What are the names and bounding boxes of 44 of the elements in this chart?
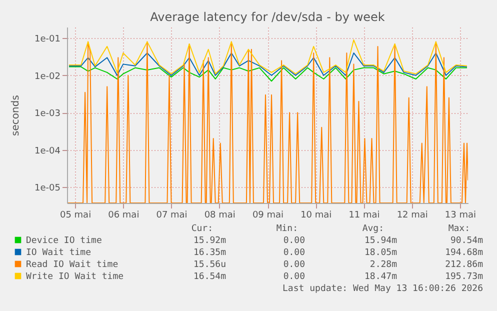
text: 2.28m [370,260,397,270]
x-tick-label: 07 mai [156,210,188,220]
y-tick-label: 1e-02 [34,72,60,82]
x-tick-label: 05 mai [60,210,92,220]
text: 0.00 [283,260,305,270]
line-series [68,52,468,76]
y-tick-label: 1e-05 [34,183,60,194]
x-tick-label: 13 mai [444,210,476,220]
text: 0.00 [283,248,305,258]
legend-label: Write IO Wait time [26,272,124,282]
y-tick-label: 1e-03 [34,109,60,120]
text: 16.35m [193,248,226,258]
text: 212.86m [445,260,483,270]
text: 18.05m [364,248,397,258]
text: Avg: [362,224,384,234]
x-tick-label: 10 mai [300,210,332,220]
x-tick-label: 08 mai [204,210,236,220]
y-axis-title: seconds [10,95,22,136]
line-series [68,39,468,74]
text: Cur: [191,224,213,234]
x-tick-label: 12 mai [396,210,428,220]
text: Last update: Wed May 13 16:00:26 2026 [282,284,483,294]
text: 16.54m [193,272,226,282]
text: Max: [448,224,470,234]
text: 15.56u [193,260,226,270]
text: 0.00 [283,272,305,282]
text: 194.68m [445,248,483,258]
text: Min: [276,224,298,234]
text: 195.73m [445,272,483,282]
x-tick-label: 11 mai [348,210,380,220]
x-tick-label: 09 mai [252,210,284,220]
text: 18.47m [364,272,397,282]
y-tick-label: 1e-01 [34,34,60,45]
text: 90.54m [450,236,483,246]
x-tick-label: 06 mai [108,210,140,220]
line-series [68,66,468,82]
text: 15.92m [193,236,226,246]
legend-label: Device IO time [26,236,102,246]
chart-title: Average latency for /dev/sda - by week [150,10,385,24]
legend-label: Read IO Wait time [26,260,118,270]
legend-label: IO Wait time [26,248,92,258]
text: 15.94m [364,236,397,246]
text: 0.00 [283,236,305,246]
y-tick-label: 1e-04 [34,146,61,156]
